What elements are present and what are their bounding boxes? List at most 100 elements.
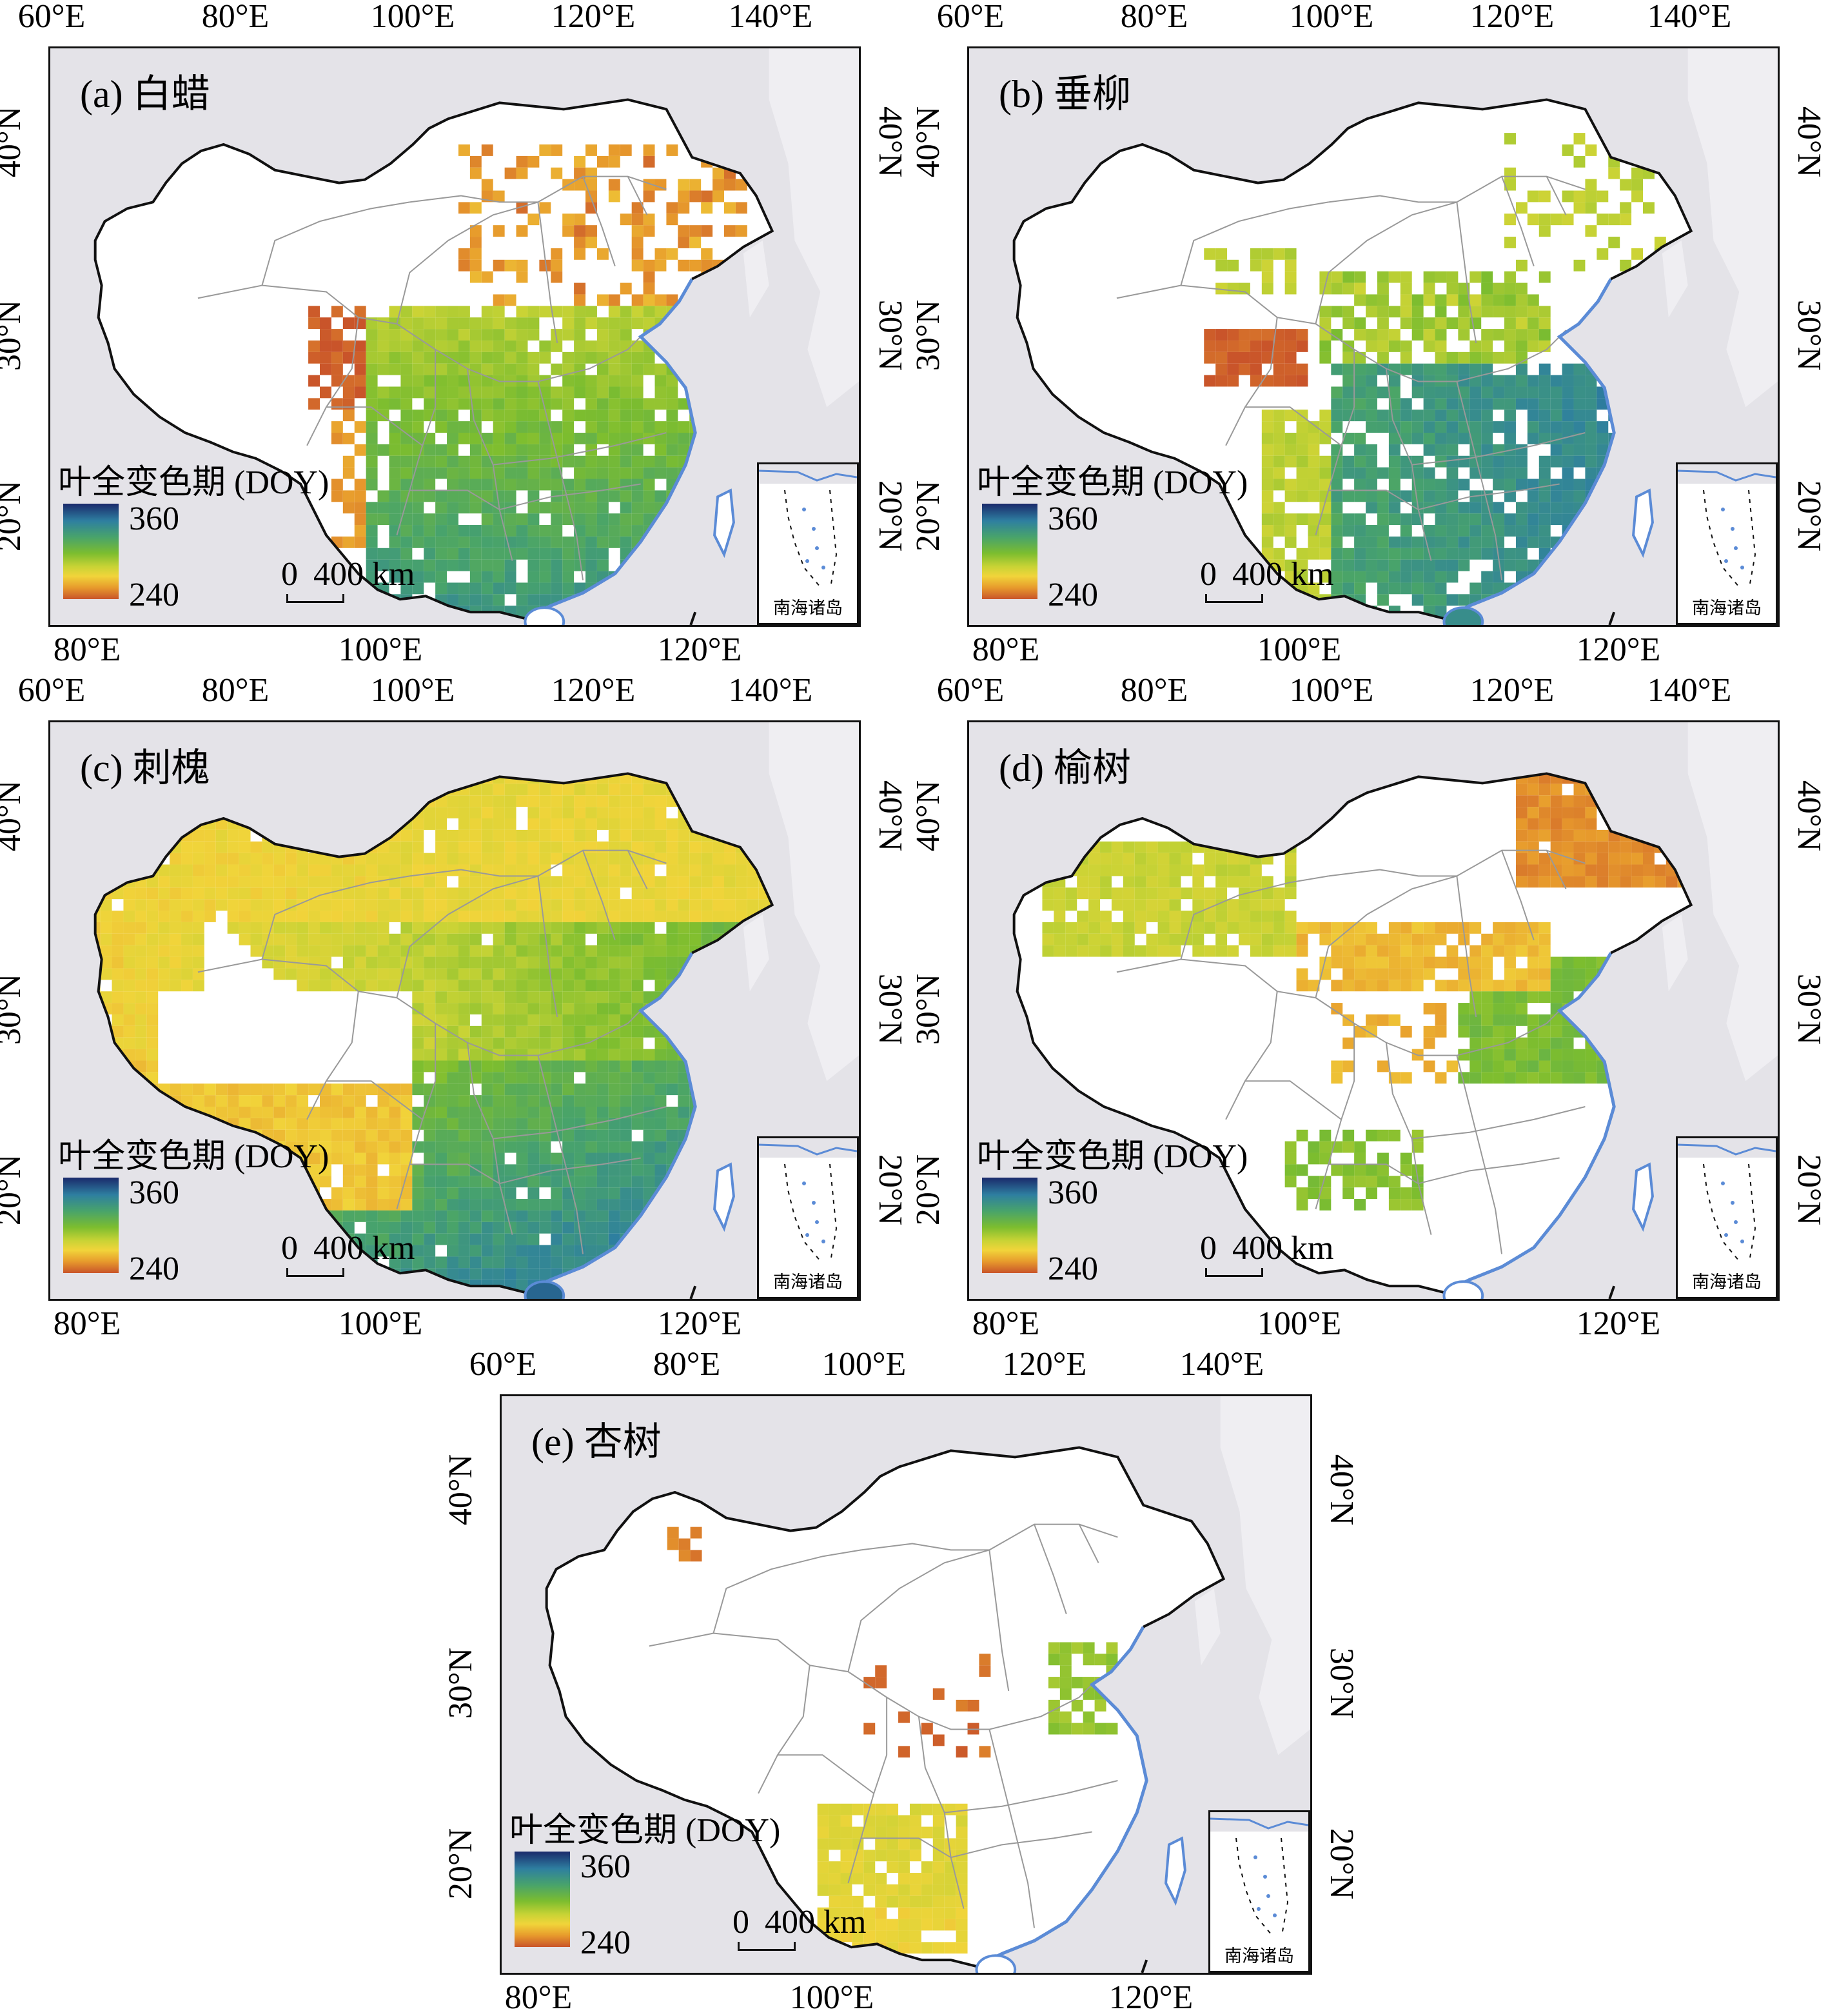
sea-boundary-mark bbox=[689, 1285, 697, 1299]
inset-map bbox=[1678, 1138, 1776, 1261]
province-boundary bbox=[847, 1549, 990, 1672]
province-boundary bbox=[1546, 176, 1567, 215]
province-boundary bbox=[1456, 381, 1503, 580]
lon-tick-top: 80°E bbox=[201, 0, 270, 35]
province-boundary bbox=[1418, 1157, 1560, 1185]
lat-tick-left: 40°N bbox=[442, 1454, 480, 1526]
lon-tick-bottom: 100°E bbox=[1257, 631, 1342, 668]
scale-label: 400 km bbox=[313, 556, 415, 593]
lon-tick-top: 140°E bbox=[728, 672, 813, 709]
province-boundary bbox=[1546, 850, 1567, 889]
province-boundary bbox=[1456, 202, 1477, 344]
province-boundary bbox=[649, 1632, 849, 1673]
neighbor-land bbox=[1194, 1396, 1310, 1755]
lat-tick-right: 20°N bbox=[1323, 1828, 1361, 1900]
scale-zero: 0 bbox=[281, 1230, 298, 1267]
lat-tick-left: 30°N bbox=[910, 299, 947, 371]
neighbor-land bbox=[743, 48, 859, 408]
province-boundary bbox=[1457, 330, 1567, 382]
map-canvas bbox=[1012, 48, 1778, 625]
hainan-island bbox=[524, 606, 565, 625]
legend-max-label: 360 bbox=[129, 500, 179, 537]
province-boundary bbox=[499, 483, 641, 511]
province-boundary bbox=[1244, 1080, 1342, 1120]
lat-tick-right: 30°N bbox=[1791, 973, 1828, 1045]
province-boundary bbox=[1315, 201, 1457, 324]
lon-tick-top: 100°E bbox=[1289, 0, 1374, 35]
lon-tick-top: 80°E bbox=[653, 1346, 721, 1383]
scale-label: 400 km bbox=[1232, 1230, 1334, 1267]
lon-tick-bottom: 80°E bbox=[504, 1979, 573, 2016]
province-boundary bbox=[396, 997, 538, 1056]
national-border bbox=[93, 772, 774, 1294]
province-boundary bbox=[197, 284, 397, 325]
hainan-island bbox=[975, 1954, 1017, 1973]
taiwan-island bbox=[1165, 1836, 1186, 1906]
lat-tick-left: 40°N bbox=[910, 780, 947, 852]
province-boundary bbox=[1116, 284, 1316, 325]
province-boundary bbox=[1501, 176, 1535, 267]
lat-tick-left: 30°N bbox=[442, 1647, 480, 1719]
lat-tick-right: 40°N bbox=[1791, 780, 1828, 852]
lat-tick-right: 20°N bbox=[1791, 480, 1828, 552]
province-boundary bbox=[1411, 1106, 1586, 1140]
sea-boundary-mark bbox=[1141, 1959, 1148, 1973]
province-boundary bbox=[1456, 876, 1477, 1018]
national-border bbox=[1012, 772, 1693, 1294]
province-boundary bbox=[1328, 1163, 1419, 1185]
province-boundary bbox=[1418, 483, 1560, 511]
panel-b: 60°E 80°E 100°E 120°E 140°E 80°E 100°E 120°E 40°… bbox=[910, 0, 1828, 677]
province-boundary bbox=[861, 1837, 952, 1859]
lon-tick-top: 120°E bbox=[1469, 672, 1555, 709]
province-boundary bbox=[326, 1080, 423, 1120]
province-boundary bbox=[1457, 1003, 1567, 1056]
panel-a: 60°E 80°E 100°E 120°E 140°E 80°E 100°E 120°E 40°… bbox=[0, 0, 916, 677]
legend-title: 叶全变色期 (DOY) bbox=[977, 1138, 1248, 1175]
coastline bbox=[1443, 278, 1616, 620]
inset-label: 南海诸岛 bbox=[1692, 1272, 1762, 1292]
province-boundary bbox=[409, 1163, 500, 1185]
province-boundary bbox=[918, 1716, 965, 1909]
legend-min-label: 240 bbox=[129, 577, 179, 613]
province-boundary bbox=[306, 317, 359, 446]
province-boundary bbox=[950, 1831, 1092, 1859]
scale-bar bbox=[1205, 594, 1263, 603]
lon-tick-top: 120°E bbox=[1002, 1346, 1087, 1383]
legend-min-label: 240 bbox=[129, 1250, 179, 1287]
province-boundary bbox=[627, 850, 648, 889]
lat-tick-right: 30°N bbox=[872, 973, 909, 1045]
province-boundary bbox=[537, 202, 558, 344]
south-china-sea-inset: 南海诸岛 bbox=[757, 1136, 859, 1299]
lon-tick-bottom: 120°E bbox=[1576, 631, 1661, 668]
inset-map bbox=[759, 464, 857, 588]
lon-tick-top: 100°E bbox=[1289, 672, 1374, 709]
legend-min-label: 240 bbox=[1048, 577, 1098, 613]
map-frame: (c) 刺槐 叶全变色期 (DOY) 360 240 0 400 km 南海诸岛 bbox=[48, 720, 861, 1301]
panel-title: (c) 刺槐 bbox=[80, 747, 210, 789]
province-boundary bbox=[1078, 1524, 1099, 1563]
taiwan-island bbox=[1632, 488, 1654, 558]
coastline bbox=[524, 952, 697, 1294]
hainan-island bbox=[1442, 606, 1484, 625]
lon-tick-top: 120°E bbox=[551, 0, 636, 35]
legend-colorbar bbox=[982, 1178, 1037, 1273]
coastline bbox=[524, 278, 697, 620]
neighbor-land bbox=[743, 722, 859, 1082]
national-border bbox=[1012, 98, 1693, 620]
province-boundary bbox=[627, 176, 648, 215]
lat-tick-right: 20°N bbox=[872, 480, 909, 552]
province-boundary bbox=[1225, 317, 1278, 446]
province-boundary bbox=[1225, 991, 1278, 1120]
province-boundary bbox=[537, 876, 558, 1018]
province-boundary bbox=[538, 1003, 648, 1056]
inset-map bbox=[759, 1138, 857, 1261]
neighbor-land bbox=[1662, 722, 1778, 1082]
lat-tick-right: 40°N bbox=[1323, 1454, 1361, 1526]
panel-c: 60°E 80°E 100°E 120°E 140°E 80°E 100°E 120°E 40°… bbox=[0, 674, 916, 1351]
sea-boundary-mark bbox=[1608, 611, 1616, 625]
legend-title: 叶全变色期 (DOY) bbox=[58, 1138, 329, 1175]
province-boundary bbox=[396, 1023, 437, 1210]
legend-colorbar bbox=[515, 1852, 570, 1947]
lon-tick-top: 60°E bbox=[17, 0, 86, 35]
map-frame: (d) 榆树 叶全变色期 (DOY) 360 240 0 400 km 南海诸岛 bbox=[967, 720, 1780, 1301]
